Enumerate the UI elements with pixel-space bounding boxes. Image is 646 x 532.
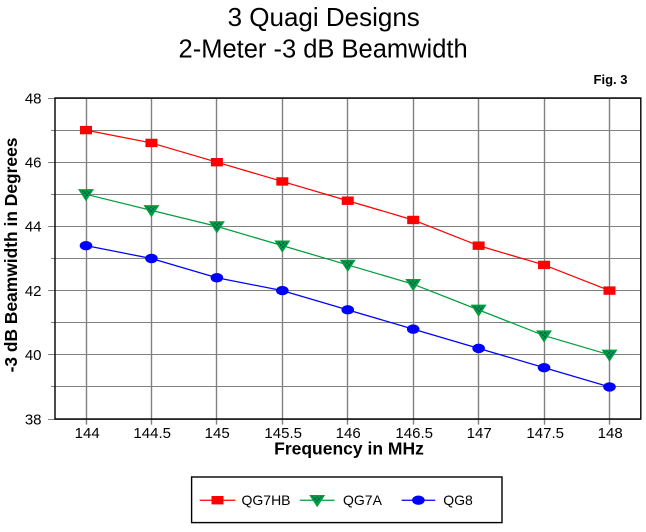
svg-text:146: 146	[336, 425, 361, 442]
svg-text:2-Meter -3 dB Beamwidth: 2-Meter -3 dB Beamwidth	[179, 36, 468, 64]
svg-text:148: 148	[598, 425, 623, 442]
svg-text:144.5: 144.5	[133, 425, 171, 442]
svg-text:48: 48	[25, 90, 42, 107]
svg-text:46: 46	[25, 155, 42, 172]
svg-text:42: 42	[25, 283, 42, 300]
svg-text:Frequency in MHz: Frequency in MHz	[274, 439, 424, 459]
svg-text:147.5: 147.5	[526, 425, 564, 442]
svg-text:QG7A: QG7A	[343, 492, 383, 508]
svg-text:44: 44	[25, 219, 42, 236]
svg-text:145: 145	[205, 425, 230, 442]
svg-text:QG7HB: QG7HB	[242, 492, 291, 508]
svg-text:Fig. 3: Fig. 3	[594, 72, 628, 87]
svg-text:146.5: 146.5	[395, 425, 433, 442]
svg-text:147: 147	[467, 425, 492, 442]
svg-text:144: 144	[75, 425, 100, 442]
svg-text:QG8: QG8	[443, 492, 473, 508]
svg-text:38: 38	[25, 411, 42, 428]
svg-text:40: 40	[25, 347, 42, 364]
svg-text:-3 dB Beamwidth in Degrees: -3 dB Beamwidth in Degrees	[1, 138, 21, 373]
svg-text:3 Quagi Designs: 3 Quagi Designs	[228, 2, 420, 32]
svg-text:145.5: 145.5	[264, 425, 302, 442]
